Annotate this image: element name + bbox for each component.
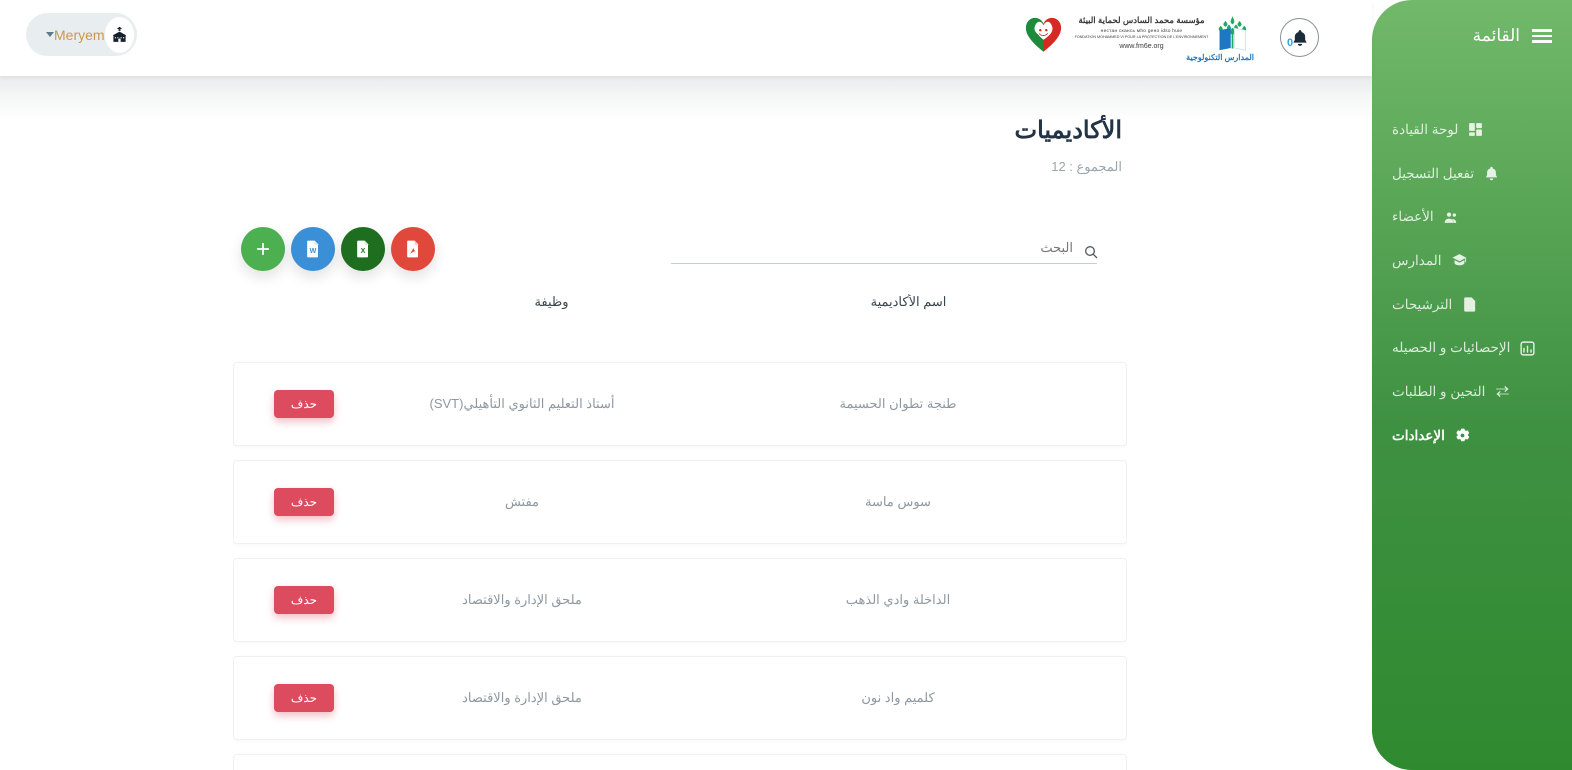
svg-text:X: X <box>361 247 366 255</box>
svg-text:W: W <box>310 247 317 255</box>
